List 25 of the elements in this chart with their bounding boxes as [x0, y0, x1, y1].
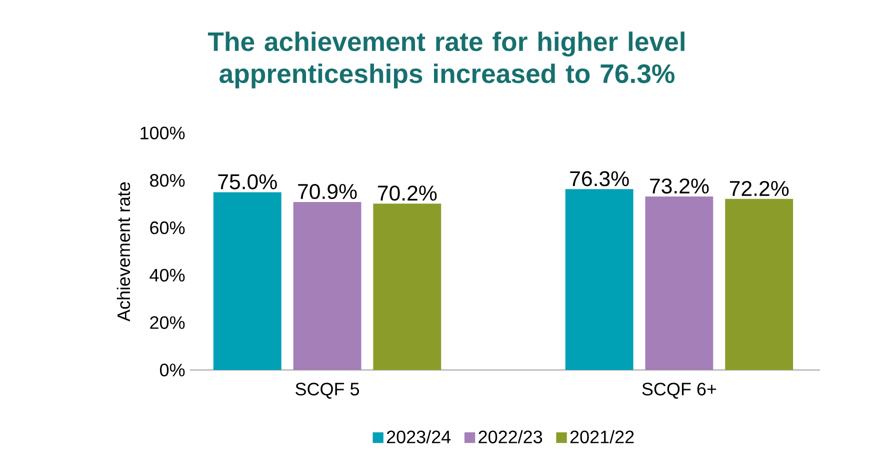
x-tick-label: SCQF 6+: [642, 382, 716, 399]
y-tick-label: 100%: [140, 126, 185, 140]
y-tick-label: 20%: [150, 316, 185, 329]
y-tick-label: 0%: [160, 364, 185, 376]
data-label: 70.9%: [298, 184, 357, 200]
data-label: 70.2%: [378, 186, 437, 201]
bar: [293, 202, 362, 370]
y-axis-title: Achievement rate: [116, 182, 130, 322]
y-tick-label: 80%: [150, 174, 185, 187]
bar: [645, 196, 714, 370]
legend-label: 2021/22: [570, 430, 634, 444]
legend-label: 2022/23: [478, 430, 542, 444]
y-tick-label: 40%: [150, 268, 185, 282]
bar: [725, 198, 794, 370]
data-label: 75.0%: [218, 174, 277, 190]
data-label: 73.2%: [650, 178, 709, 194]
bar: [565, 189, 634, 370]
chart-title: The achievement rate for higher level apprenticeships increased to 76.3%: [208, 32, 684, 88]
bar: [213, 192, 282, 370]
legend-label: 2023/24: [386, 430, 451, 444]
bar: [373, 204, 442, 370]
y-tick-label: 60%: [150, 221, 185, 234]
x-tick-label: SCQF 5: [296, 382, 360, 399]
data-label: 76.3%: [570, 171, 629, 186]
data-label: 72.2%: [730, 180, 789, 196]
